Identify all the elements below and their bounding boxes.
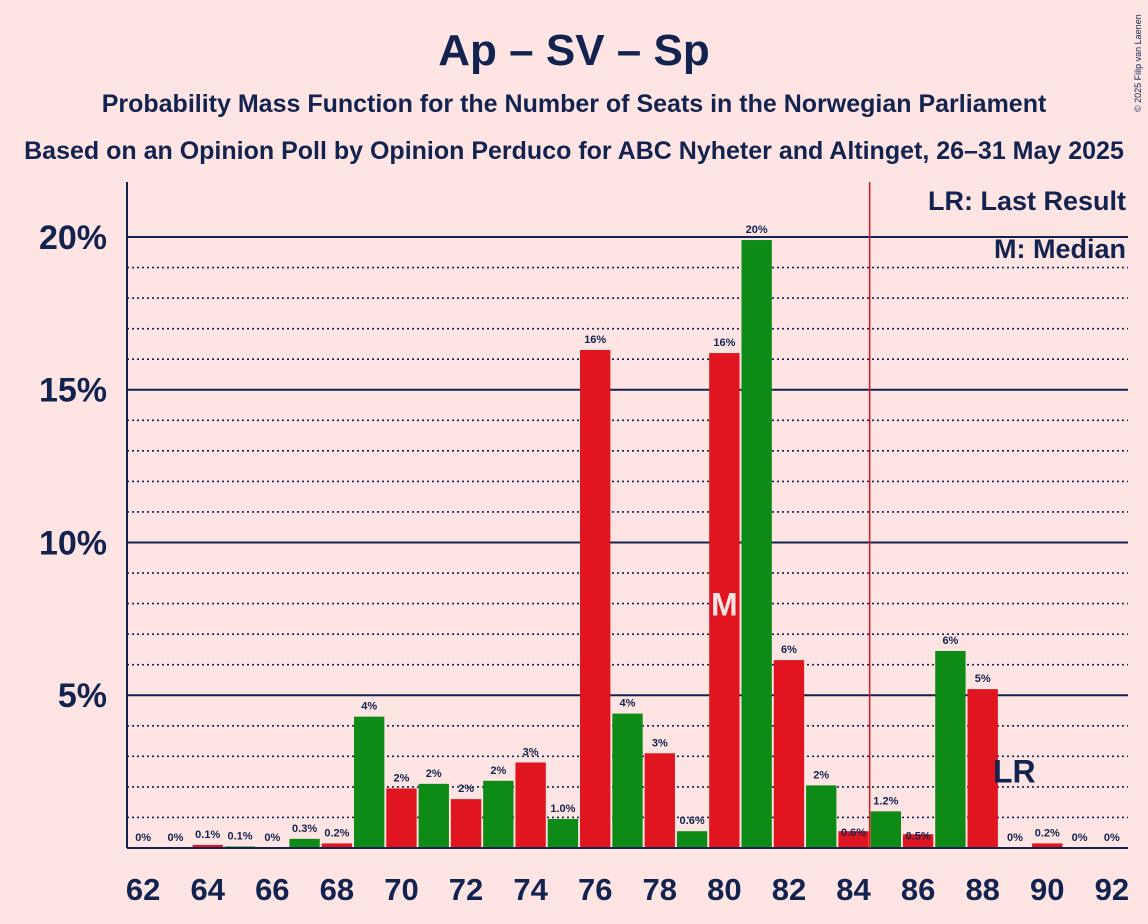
bar-seat-88 — [967, 689, 998, 848]
data-label-seat-72: 2% — [458, 783, 474, 795]
x-tick-label: 62 — [126, 872, 160, 907]
bar-seat-78 — [644, 753, 675, 848]
bar-seat-75 — [547, 818, 579, 848]
median-marker: M — [711, 587, 738, 623]
data-label-seat-79: 0.6% — [680, 815, 705, 827]
y-tick-label: 15% — [39, 372, 107, 410]
data-label-seat-85: 1.2% — [873, 795, 898, 807]
y-tick-label: 10% — [39, 524, 107, 562]
data-label-seat-91: 0% — [1072, 832, 1088, 844]
x-tick-label: 64 — [190, 872, 225, 907]
x-tick-label: 78 — [643, 872, 677, 907]
bar-seat-64 — [192, 844, 223, 848]
data-label-seat-73: 2% — [490, 765, 506, 777]
data-label-seat-89: 0% — [1007, 832, 1023, 844]
bar-seat-76 — [580, 350, 611, 848]
x-tick-label: 82 — [772, 872, 806, 907]
y-axis: 5% 10% 15% 20% — [39, 182, 128, 848]
bar-seat-86 — [902, 834, 934, 848]
x-tick-label: 72 — [449, 872, 483, 907]
bar-seat-79 — [676, 831, 708, 848]
chart-subtitle-2: Based on an Opinion Poll by Opinion Perd… — [24, 137, 1124, 165]
data-label-seat-68: 0.2% — [324, 827, 349, 839]
bar-seat-69 — [354, 716, 385, 848]
data-label-seat-64: 0.1% — [195, 829, 220, 841]
data-label-seat-62: 0% — [135, 832, 151, 844]
data-label-seat-67: 0.3% — [292, 823, 317, 835]
legend-entry: LR: Last Result — [928, 186, 1126, 216]
last-result-marker: LR — [993, 754, 1036, 790]
bar-seat-67 — [289, 838, 320, 848]
bar-seat-81 — [741, 240, 772, 848]
bar-seat-72 — [450, 799, 482, 848]
bar-seat-87 — [935, 650, 966, 848]
chart-title: Ap – SV – Sp — [438, 26, 710, 75]
x-tick-label: 76 — [578, 872, 612, 907]
x-tick-label: 92 — [1095, 872, 1129, 907]
y-tick-label: 5% — [58, 677, 107, 715]
x-tick-label: 90 — [1030, 872, 1064, 907]
data-label-seat-70: 2% — [394, 772, 410, 784]
bar-seat-77 — [612, 713, 643, 848]
x-tick-label: 88 — [965, 872, 999, 907]
x-tick-label: 68 — [320, 872, 354, 907]
data-labels: 0% 0% 0.1% 0.1% 0% 0.3% 0.2% 4% 2% 2% 2% 2% 3% 1.0% 16… — [135, 224, 1120, 844]
data-label-seat-75: 1.0% — [550, 803, 575, 815]
x-axis: 62 64 66 68 70 72 74 76 78 80 82 84 86 88 90 92 — [126, 182, 1129, 907]
data-label-seat-86: 0.5% — [906, 830, 931, 842]
y-tick-label: 20% — [39, 219, 107, 257]
bar-seat-68 — [321, 843, 353, 848]
data-label-seat-80: 16% — [713, 337, 735, 349]
chart-subtitle: Probability Mass Function for the Number… — [101, 90, 1047, 118]
bar-seat-70 — [386, 788, 417, 848]
data-label-seat-71: 2% — [426, 768, 442, 780]
data-label-seat-90: 0.2% — [1035, 827, 1060, 839]
data-label-seat-82: 6% — [781, 644, 797, 656]
legend-entry: M: Median — [994, 234, 1126, 264]
x-tick-label: 74 — [513, 872, 548, 907]
bar-seat-73 — [483, 780, 514, 848]
data-label-seat-83: 2% — [813, 769, 829, 781]
x-tick-label: 80 — [707, 872, 741, 907]
data-label-seat-69: 4% — [361, 701, 377, 713]
bar-seat-74 — [515, 762, 546, 848]
data-label-seat-84: 0.6% — [841, 827, 866, 839]
data-label-seat-63: 0% — [167, 832, 183, 844]
x-tick-label: 86 — [901, 872, 935, 907]
data-label-seat-78: 3% — [652, 737, 668, 749]
x-tick-label: 66 — [255, 872, 289, 907]
data-label-seat-76: 16% — [584, 334, 606, 346]
data-label-seat-74: 3% — [523, 746, 539, 758]
bar-seat-85 — [870, 811, 901, 848]
bar-seat-84 — [838, 831, 869, 848]
data-label-seat-92: 0% — [1104, 832, 1120, 844]
data-label-seat-87: 6% — [942, 635, 958, 647]
data-label-seat-88: 5% — [975, 673, 991, 685]
data-label-seat-81: 20% — [746, 224, 768, 236]
bar-seat-80 — [709, 353, 740, 848]
bar-seat-82 — [773, 660, 805, 848]
bar-seat-71 — [418, 783, 449, 848]
bar-seat-83 — [806, 785, 837, 848]
data-label-seat-65: 0.1% — [227, 830, 252, 842]
bar-seat-90 — [1032, 843, 1063, 848]
data-label-seat-66: 0% — [264, 832, 280, 844]
x-tick-label: 70 — [384, 872, 418, 907]
legend: LR: Last Result M: Median — [928, 186, 1126, 264]
bars — [192, 240, 1063, 848]
x-tick-label: 84 — [836, 872, 871, 907]
data-label-seat-77: 4% — [620, 698, 636, 710]
